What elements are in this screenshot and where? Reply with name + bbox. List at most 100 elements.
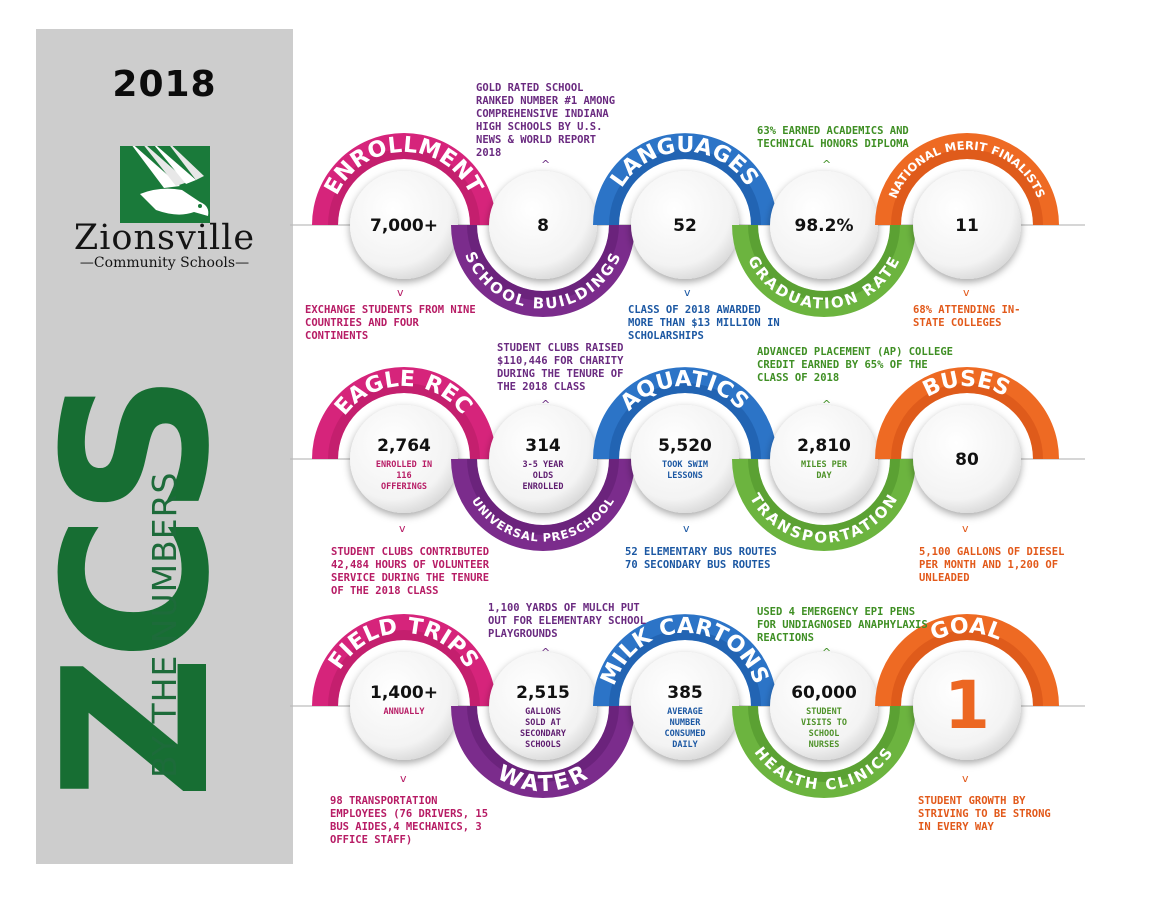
stat-circle (489, 405, 597, 513)
chevron-down-icon: v (962, 522, 969, 535)
chevron-up-icon: ^ (541, 646, 551, 659)
year-label: 2018 (112, 64, 217, 105)
stat-arc (593, 614, 777, 706)
stat-sub: SCHOOLS (525, 740, 561, 750)
stat-arc-shade (609, 383, 761, 459)
chevron-down-icon: v (400, 772, 407, 785)
stat-value: 98.2% (795, 216, 854, 236)
stat-arc (312, 133, 496, 225)
zcs-big-letters: ZCS (21, 330, 293, 800)
stat-arc-shade (328, 630, 480, 706)
stat-arc-shade (609, 149, 761, 225)
stat-arc-shade (328, 149, 480, 225)
stat-arc-shade (609, 630, 761, 706)
chevron-up-icon: ^ (822, 158, 832, 171)
stat-value: 80 (955, 450, 979, 470)
fact-note: 98 TRANSPORTATION EMPLOYEES (76 DRIVERS,… (330, 795, 489, 846)
stat-sub: STUDENT (806, 707, 842, 717)
svg-text:BY THE NUMBERS: BY THE NUMBERS (145, 472, 184, 778)
stat-value: 60,000 (791, 683, 857, 703)
stat-arc (451, 706, 635, 798)
chevron-down-icon: v (399, 522, 406, 535)
stat-sub: ANNUALLY (384, 707, 426, 717)
stat-sub: NUMBER (670, 718, 702, 728)
fact-note: ADVANCED PLACEMENT (AP) COLLEGE CREDIT E… (757, 346, 953, 384)
stat-arc (593, 133, 777, 225)
logo-subtitle: —Community Schools— (79, 255, 250, 271)
chevron-down-icon: v (683, 522, 690, 535)
stat-arc-shade (891, 149, 1043, 225)
by-the-numbers-label: BY THE NUMBERS (136, 398, 196, 778)
stat-circle (631, 652, 739, 760)
fact-note: GOLD RATED SCHOOL RANKED NUMBER #1 AMONG… (476, 82, 616, 159)
eagle-logo-icon (120, 138, 210, 223)
fact-note: 1,100 YARDS OF MULCH PUT OUT FOR ELEMENT… (488, 602, 647, 640)
chevron-up-icon: ^ (822, 398, 832, 411)
stat-sub: MILES PER (801, 460, 848, 470)
stat-arc (451, 225, 635, 317)
fact-note: STUDENT GROWTH BY STRIVING TO BE STRONG … (918, 795, 1051, 833)
stat-item: GOAL 1 (875, 613, 1059, 760)
logo-wordmark: Zionsville (73, 218, 256, 258)
stat-sub: SOLD AT (525, 718, 561, 728)
fact-note: CLASS OF 2018 AWARDED MORE THAN $13 MILL… (628, 304, 780, 342)
stat-arc-shade (748, 459, 900, 535)
stat-row: FIELD TRIPS1,400+ANNUALLYWATER2,515GALLO… (290, 613, 1085, 798)
fact-note: EXCHANGE STUDENTS FROM NINE COUNTRIES AN… (305, 304, 476, 342)
chevron-up-icon: ^ (541, 158, 551, 171)
stat-sub: TOOK SWIM (662, 460, 708, 470)
stat-sub: DAILY (672, 740, 698, 750)
chevron-down-icon: v (962, 772, 969, 785)
stat-arc (312, 614, 496, 706)
chevron-down-icon: v (963, 286, 970, 299)
chevron-up-icon: ^ (541, 398, 551, 411)
stat-value: 2,810 (797, 436, 851, 456)
stat-sub: 3-5 YEAR (523, 460, 565, 470)
stat-value: 52 (673, 216, 697, 236)
stat-circle (350, 652, 458, 760)
stat-sub: AVERAGE (667, 707, 703, 717)
stat-arc-shade (328, 383, 480, 459)
stat-sub: VISITS TO (801, 718, 847, 728)
stat-sub: CONSUMED (665, 729, 706, 739)
stat-circle (770, 652, 878, 760)
stat-arc-shade (891, 630, 1043, 706)
stat-circle (770, 405, 878, 513)
stat-circle (350, 171, 458, 279)
stat-circle (350, 405, 458, 513)
stat-arc (593, 367, 777, 459)
stat-arc-shade (467, 225, 619, 301)
stat-circle (770, 171, 878, 279)
stat-arc (732, 225, 916, 317)
stat-sub: SCHOOL (809, 729, 840, 739)
stat-value: 385 (667, 683, 703, 703)
stat-sub: OFFERINGS (381, 482, 427, 492)
stat-arc (451, 459, 635, 551)
fact-note: STUDENT CLUBS RAISED $110,446 FOR CHARIT… (497, 342, 624, 393)
stat-value: 7,000+ (370, 216, 438, 236)
chevron-down-icon: v (397, 286, 404, 299)
stat-sub: DAY (816, 471, 832, 481)
stat-sub: OLDS (533, 471, 553, 481)
stat-arc-shade (467, 706, 619, 782)
stat-circle (489, 171, 597, 279)
stat-arc (875, 367, 1059, 459)
stat-value: 1 (944, 667, 990, 744)
stat-value: 2,764 (377, 436, 431, 456)
stat-sub: LESSONS (667, 471, 703, 481)
stat-arc-label: GOAL (927, 613, 1007, 646)
stat-value: 314 (525, 436, 561, 456)
stat-arc (732, 459, 916, 551)
stat-value: 2,515 (516, 683, 570, 703)
stat-value: 11 (955, 216, 979, 236)
stat-value: 1,400+ (370, 683, 438, 703)
stat-value: 8 (537, 216, 549, 236)
stat-circle (631, 405, 739, 513)
stat-circle (489, 652, 597, 760)
